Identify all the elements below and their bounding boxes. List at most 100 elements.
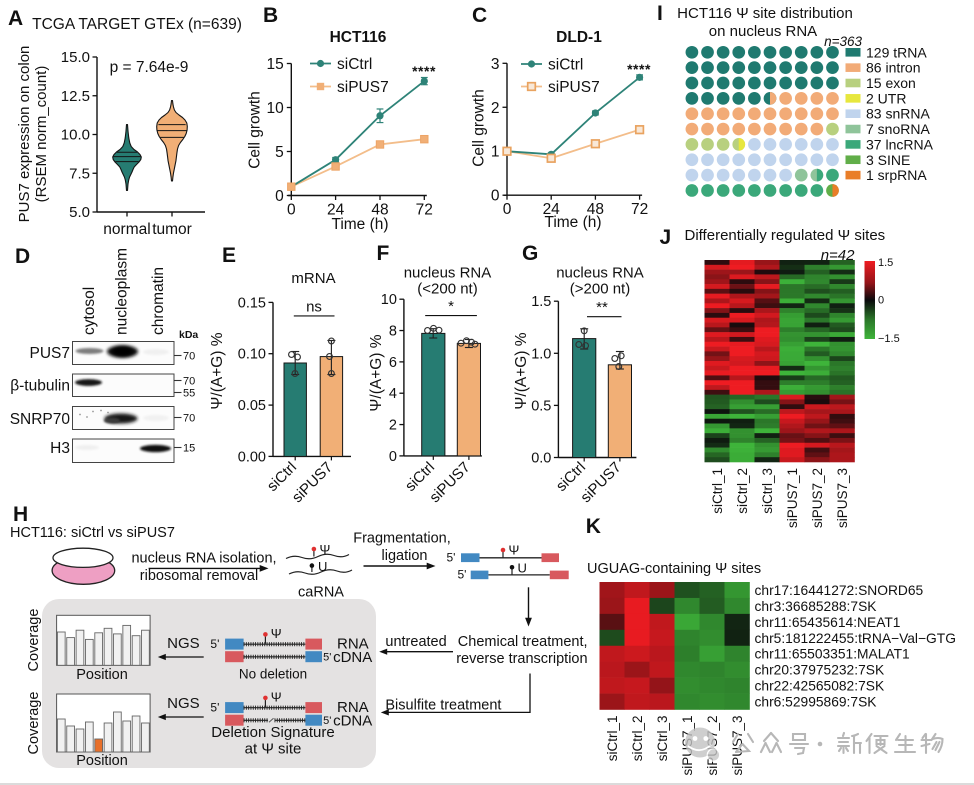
svg-text:Position: Position [76, 753, 128, 769]
svg-text:kDa: kDa [179, 329, 198, 341]
svg-text:1.0: 1.0 [531, 346, 551, 362]
svg-text:D: D [15, 245, 30, 268]
svg-text:3 SINE: 3 SINE [866, 152, 910, 168]
svg-text:5': 5' [458, 568, 467, 582]
svg-text:1: 1 [491, 144, 500, 161]
svg-text:siPUS7: siPUS7 [426, 459, 473, 506]
svg-text:5: 5 [275, 144, 284, 161]
svg-text:E: E [222, 244, 236, 267]
svg-text:siPUS7: siPUS7 [577, 459, 624, 506]
svg-text:chr22:42565082:7SK: chr22:42565082:7SK [755, 679, 885, 694]
svg-text:siCtrl: siCtrl [337, 56, 372, 73]
svg-text:siPUS7_1: siPUS7_1 [785, 468, 800, 528]
svg-text:Cell growth: Cell growth [247, 91, 264, 169]
svg-text:Coverage: Coverage [26, 692, 42, 755]
svg-text:Time (h): Time (h) [331, 216, 388, 233]
svg-text:Chemical treatment,: Chemical treatment, [458, 634, 588, 650]
svg-text:n=363: n=363 [824, 34, 862, 49]
svg-text:0.5: 0.5 [531, 398, 551, 414]
svg-text:RNA: RNA [337, 699, 369, 716]
svg-text:mRNA: mRNA [291, 270, 335, 287]
svg-text:chr20:37975232:7SK: chr20:37975232:7SK [755, 663, 885, 678]
svg-text:chr17:16441272:SNORD65: chr17:16441272:SNORD65 [755, 583, 924, 598]
svg-text:10.0: 10.0 [61, 127, 90, 144]
svg-text:0: 0 [287, 202, 296, 219]
svg-text:10: 10 [267, 100, 285, 117]
svg-text:0.15: 0.15 [238, 295, 266, 311]
svg-text:ligation: ligation [382, 548, 428, 564]
svg-text:Ψ: Ψ [271, 626, 282, 641]
svg-text:siCtrl_3: siCtrl_3 [655, 716, 670, 762]
svg-text:2 UTR: 2 UTR [866, 90, 906, 106]
svg-text:3: 3 [491, 56, 500, 73]
svg-text:U: U [518, 561, 527, 576]
svg-text:0.05: 0.05 [238, 398, 266, 414]
svg-text:tumor: tumor [152, 221, 192, 238]
svg-text:Coverage: Coverage [26, 609, 42, 672]
svg-text:0: 0 [878, 295, 884, 307]
svg-text:Deletion Signature: Deletion Signature [211, 724, 334, 741]
svg-text:129 tRNA: 129 tRNA [866, 44, 927, 60]
svg-text:untreated: untreated [385, 634, 446, 650]
svg-text:Fragmentation,: Fragmentation, [353, 531, 451, 547]
svg-text:5': 5' [323, 715, 331, 727]
svg-text:siPUS7_2: siPUS7_2 [810, 468, 825, 528]
svg-text:Time (h): Time (h) [544, 214, 601, 231]
svg-text:72: 72 [416, 202, 433, 219]
svg-text:RNA: RNA [337, 635, 369, 652]
svg-text:1.5: 1.5 [878, 257, 893, 269]
svg-text:0: 0 [275, 188, 284, 205]
svg-text:15: 15 [267, 56, 284, 73]
svg-text:chr11:65503351:MALAT1: chr11:65503351:MALAT1 [755, 647, 910, 662]
svg-text:0.0: 0.0 [531, 451, 551, 467]
svg-text:normal: normal [103, 221, 150, 238]
svg-text:siPUS7_3: siPUS7_3 [835, 468, 850, 528]
svg-text:15: 15 [183, 443, 195, 455]
svg-text:Position: Position [76, 667, 128, 683]
svg-text:reverse transcription: reverse transcription [456, 651, 587, 667]
svg-text:NGS: NGS [167, 695, 200, 712]
svg-text:5': 5' [210, 637, 219, 651]
svg-text:1.5: 1.5 [531, 294, 551, 310]
svg-text:siCtrl_1: siCtrl_1 [605, 716, 620, 762]
svg-text:I: I [657, 2, 663, 25]
svg-text:cytosol: cytosol [81, 287, 98, 335]
svg-text:siPUS7: siPUS7 [289, 459, 336, 506]
svg-text:B: B [263, 4, 278, 27]
svg-text:at Ψ site: at Ψ site [245, 741, 302, 758]
svg-text:nucleus RNA isolation,: nucleus RNA isolation, [131, 551, 276, 567]
svg-text:Ψ: Ψ [320, 542, 331, 557]
svg-text:2: 2 [491, 100, 500, 117]
svg-text:caRNA: caRNA [298, 585, 344, 601]
svg-text:siPUS7: siPUS7 [548, 79, 600, 96]
svg-text:5': 5' [323, 652, 331, 664]
svg-text:6: 6 [389, 355, 397, 371]
svg-text:H3: H3 [50, 440, 70, 457]
svg-text:H: H [13, 503, 28, 526]
svg-text:15.0: 15.0 [61, 49, 90, 66]
svg-text:chr11:65435614:NEAT1: chr11:65435614:NEAT1 [755, 615, 901, 630]
svg-text:No deletion: No deletion [239, 667, 307, 682]
svg-text:UGUAG-containing Ψ sites: UGUAG-containing Ψ sites [587, 561, 761, 577]
svg-text:Differentially regulated Ψ sit: Differentially regulated Ψ sites [685, 227, 886, 244]
svg-text:siCtrl: siCtrl [548, 57, 583, 74]
svg-text:siCtrl_2: siCtrl_2 [630, 716, 645, 762]
svg-text:15 exon: 15 exon [866, 75, 916, 91]
svg-text:J: J [660, 226, 672, 249]
svg-text:DLD-1: DLD-1 [556, 29, 602, 46]
svg-text:p = 7.64e-9: p = 7.64e-9 [110, 59, 189, 76]
svg-text:48: 48 [587, 201, 604, 218]
svg-text:24: 24 [327, 202, 345, 219]
svg-text:HCT116: HCT116 [330, 29, 387, 46]
svg-text:2: 2 [389, 418, 397, 434]
svg-text:chr6:52995869:7SK: chr6:52995869:7SK [755, 695, 878, 710]
svg-text:PUS7 expression on colon: PUS7 expression on colon [16, 46, 33, 223]
svg-text:(RSEM norm_count): (RSEM norm_count) [33, 66, 50, 203]
svg-text:Ψ: Ψ [271, 690, 282, 705]
svg-text:**: ** [596, 299, 608, 316]
svg-text:72: 72 [631, 201, 648, 218]
svg-text:chr5:181222455:tRNA−Val−GTG: chr5:181222455:tRNA−Val−GTG [755, 631, 956, 646]
svg-text:*: * [448, 298, 454, 315]
svg-text:1 srpRNA: 1 srpRNA [866, 167, 927, 183]
svg-text:55: 55 [183, 388, 195, 400]
